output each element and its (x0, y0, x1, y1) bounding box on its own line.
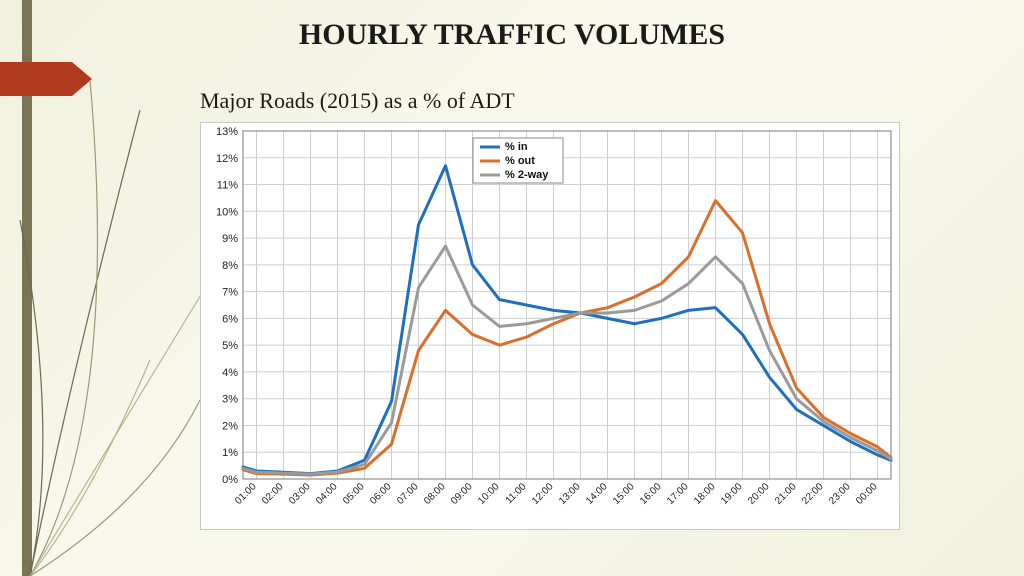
x-tick-label: 21:00 (773, 481, 799, 507)
x-tick-label: 19:00 (719, 481, 745, 507)
y-tick-label: 2% (222, 420, 238, 432)
y-tick-label: 10% (216, 206, 238, 218)
series--2-way (243, 246, 891, 474)
x-tick-label: 12:00 (530, 481, 556, 507)
y-tick-label: 8% (222, 260, 238, 272)
y-tick-label: 13% (216, 126, 238, 138)
arrow-decoration (0, 62, 92, 96)
x-tick-label: 08:00 (422, 481, 448, 507)
y-tick-label: 7% (222, 287, 238, 299)
slide-subtitle: Major Roads (2015) as a % of ADT (200, 88, 515, 114)
series--out (243, 201, 891, 475)
legend-label: % 2-way (505, 169, 549, 181)
x-tick-label: 05:00 (341, 481, 367, 507)
x-tick-label: 15:00 (611, 481, 637, 507)
y-tick-label: 6% (222, 313, 238, 325)
x-tick-label: 02:00 (260, 481, 286, 507)
legend-label: % in (505, 141, 528, 153)
x-tick-label: 00:00 (854, 481, 880, 507)
slide-title: HOURLY TRAFFIC VOLUMES (0, 18, 1024, 52)
x-tick-label: 11:00 (504, 481, 529, 506)
x-tick-label: 16:00 (638, 481, 664, 507)
x-tick-label: 17:00 (665, 481, 691, 507)
x-tick-label: 20:00 (746, 481, 772, 507)
chart-svg: 0%1%2%3%4%5%6%7%8%9%10%11%12%13%01:0002:… (201, 123, 901, 531)
x-tick-label: 07:00 (395, 481, 421, 507)
y-tick-label: 3% (222, 394, 238, 406)
y-tick-label: 4% (222, 367, 238, 379)
x-tick-label: 06:00 (368, 481, 394, 507)
legend-label: % out (505, 155, 535, 167)
x-tick-label: 04:00 (314, 481, 340, 507)
x-tick-label: 22:00 (800, 481, 826, 507)
y-tick-label: 11% (217, 180, 238, 192)
legend: % in % out % 2-way (473, 138, 563, 183)
x-tick-label: 13:00 (557, 481, 583, 507)
y-tick-label: 12% (216, 153, 238, 165)
y-tick-label: 1% (222, 447, 238, 459)
x-tick-label: 03:00 (287, 481, 313, 507)
traffic-chart: 0%1%2%3%4%5%6%7%8%9%10%11%12%13%01:0002:… (200, 122, 900, 530)
x-tick-label: 23:00 (827, 481, 853, 507)
x-tick-label: 09:00 (449, 481, 475, 507)
x-tick-label: 18:00 (692, 481, 718, 507)
y-tick-label: 0% (222, 474, 238, 486)
y-tick-label: 5% (222, 340, 238, 352)
y-tick-label: 9% (222, 233, 238, 245)
x-tick-label: 10:00 (476, 481, 502, 507)
x-tick-label: 14:00 (584, 481, 610, 507)
